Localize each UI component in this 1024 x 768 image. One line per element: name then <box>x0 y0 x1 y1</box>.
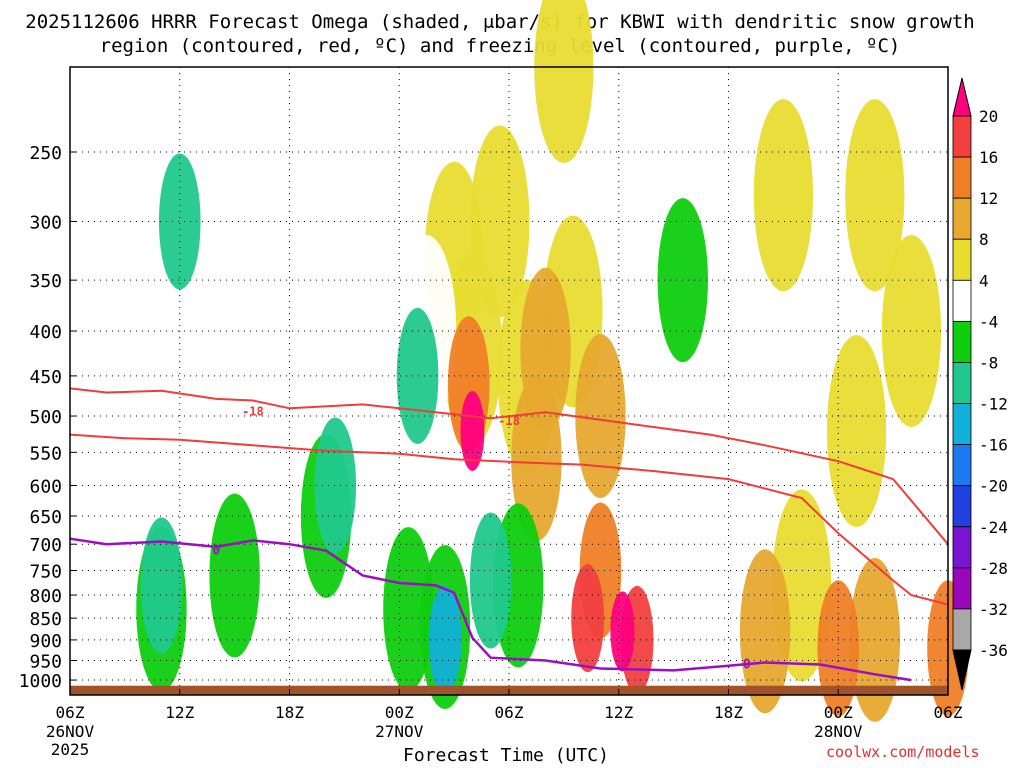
colorbar-label: 20 <box>979 107 998 126</box>
omega-region <box>95 517 155 710</box>
freezing-level-label: 0 <box>743 658 751 673</box>
colorbar-bottom-arrow <box>952 649 972 691</box>
omega-region <box>158 153 201 290</box>
omega-region <box>534 0 594 163</box>
omega-region <box>845 99 905 292</box>
colorbar-swatch <box>952 526 972 569</box>
y-tick-label: 650 <box>29 507 62 528</box>
x-tick-year-label: 2025 <box>51 740 90 759</box>
colorbar-swatch <box>952 403 972 446</box>
dgz-contour-label: -18 <box>498 414 520 428</box>
colorbar-swatch <box>952 362 972 404</box>
colorbar-swatch <box>952 608 972 651</box>
x-tick-date-label: 28NOV <box>814 722 863 741</box>
colorbar-swatch <box>952 320 972 363</box>
contour-lines: -18 -18 0 0 <box>69 387 949 682</box>
x-tick-label: 00Z <box>824 703 853 722</box>
x-tick-label: 18Z <box>714 703 743 722</box>
omega-region <box>817 580 860 717</box>
omega-region <box>383 527 434 692</box>
y-tick-label: 750 <box>29 561 62 582</box>
colorbar-label: -32 <box>979 600 1008 619</box>
colorbar-label: -20 <box>979 477 1008 496</box>
colorbar-label: -12 <box>979 395 1008 414</box>
colorbar-label: -28 <box>979 559 1008 578</box>
y-tick-label: 700 <box>29 535 62 556</box>
omega-region <box>209 493 260 658</box>
x-axis-title: Forecast Time (UTC) <box>403 745 609 766</box>
omega-region <box>460 390 485 471</box>
x-tick-label: 12Z <box>604 703 633 722</box>
colorbar-label: -24 <box>979 518 1008 537</box>
colorbar-label: 12 <box>979 189 998 208</box>
omega-region <box>575 334 626 499</box>
colorbar-label: 8 <box>979 230 989 249</box>
colorbar-swatch <box>952 567 972 610</box>
omega-region <box>739 549 791 714</box>
x-tick-label: 06Z <box>56 703 85 722</box>
x-tick-date-label: 26NOV <box>46 722 95 741</box>
y-tick-label: 500 <box>29 407 62 428</box>
y-tick-label: 950 <box>29 652 62 673</box>
dgz-contour-label: -18 <box>242 405 264 419</box>
omega-region <box>470 125 530 318</box>
x-tick-date-label: 27NOV <box>375 722 424 741</box>
y-tick-label: 350 <box>29 271 62 292</box>
y-tick-label: 1000 <box>19 671 62 692</box>
colorbar-label: -4 <box>979 312 998 331</box>
colorbar-label: 4 <box>979 271 989 290</box>
omega-region <box>753 99 813 292</box>
y-tick-label: 900 <box>29 631 62 652</box>
dgz-contour-line <box>69 433 949 606</box>
omega-region <box>314 417 357 554</box>
colorbar-swatch <box>952 279 972 322</box>
omega-region <box>826 334 887 527</box>
y-tick-label: 300 <box>29 212 62 233</box>
omega-region <box>396 307 439 444</box>
y-tick-label: 550 <box>29 443 62 464</box>
x-tick-label: 12Z <box>165 703 194 722</box>
colorbar-label: -8 <box>979 353 998 372</box>
colorbar-label: 16 <box>979 148 998 167</box>
omega-region <box>469 512 512 649</box>
omega-region <box>520 267 571 432</box>
omega-region <box>571 564 605 673</box>
colorbar-top-arrow <box>952 77 972 117</box>
omega-region <box>881 235 942 428</box>
credit-text: coolwx.com/models <box>826 743 980 761</box>
x-tick-label: 06Z <box>495 703 524 722</box>
colorbar-swatch <box>952 444 972 487</box>
y-tick-label: 400 <box>29 322 62 343</box>
omega-region <box>671 334 731 527</box>
y-tick-label: 850 <box>29 609 62 630</box>
omega-region <box>140 517 183 654</box>
colorbar-label: -16 <box>979 436 1008 455</box>
x-tick-label: 18Z <box>275 703 304 722</box>
colorbar-label: -36 <box>979 641 1008 660</box>
colorbar-swatch <box>952 238 972 281</box>
y-tick-label: 250 <box>29 143 62 164</box>
y-tick-label: 800 <box>29 586 62 607</box>
dgz-contour-line <box>69 387 949 545</box>
y-tick-label: 450 <box>29 367 62 388</box>
x-tick-label: 00Z <box>385 703 414 722</box>
colorbar: 20 16 12 8 4 -4 -8 -12 -16 -20 -24 -28 -32 -36 <box>952 77 1008 691</box>
x-tick-label: 06Z <box>934 703 963 722</box>
colorbar-swatch <box>952 197 972 240</box>
colorbar-swatch <box>952 115 972 158</box>
y-tick-label: 600 <box>29 476 62 497</box>
colorbar-swatch <box>952 485 972 528</box>
axes: 2503003504004505005506006507007508008509… <box>19 66 963 759</box>
freezing-level-label: 0 <box>212 544 220 559</box>
omega-region <box>610 591 635 672</box>
freezing-level-line <box>69 537 912 682</box>
omega-region <box>428 585 462 694</box>
colorbar-swatch <box>952 156 972 199</box>
